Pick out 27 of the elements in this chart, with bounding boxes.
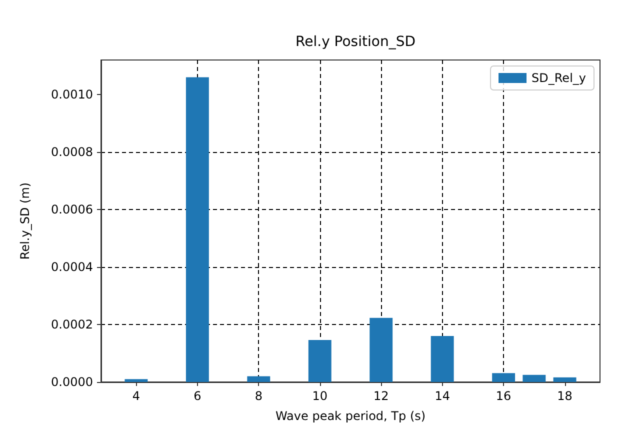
bar	[124, 379, 148, 382]
y-axis-title: Rel.y_SD (m)	[18, 182, 32, 260]
y-tick-label: 0.0002	[51, 318, 93, 332]
x-tick-label: 4	[132, 389, 140, 403]
x-tick-label: 10	[312, 389, 328, 403]
bar	[492, 373, 516, 382]
bar	[186, 77, 209, 382]
x-tick-label: 6	[194, 389, 202, 403]
bar	[553, 377, 576, 382]
x-tick-label: 8	[254, 389, 262, 403]
y-tick-label: 0.0010	[51, 88, 93, 102]
chart-title: Rel.y Position_SD	[296, 34, 416, 50]
legend-label: SD_Rel_y	[532, 71, 586, 85]
x-tick-label: 12	[373, 389, 389, 403]
x-tick-label: 18	[557, 389, 572, 403]
y-tick-label: 0.0006	[51, 202, 93, 216]
bar	[522, 374, 546, 382]
bar	[430, 336, 454, 382]
x-axis-title: Wave peak period, Tp (s)	[275, 409, 426, 423]
x-tick-label: 16	[496, 389, 512, 403]
bar	[370, 318, 393, 382]
bar	[247, 376, 270, 382]
y-tick-label: 0.0004	[51, 260, 93, 274]
x-tick-label: 14	[434, 389, 450, 403]
y-tick-label: 0.0000	[51, 375, 93, 389]
bar	[308, 340, 332, 382]
y-tick-label: 0.0008	[51, 145, 93, 159]
